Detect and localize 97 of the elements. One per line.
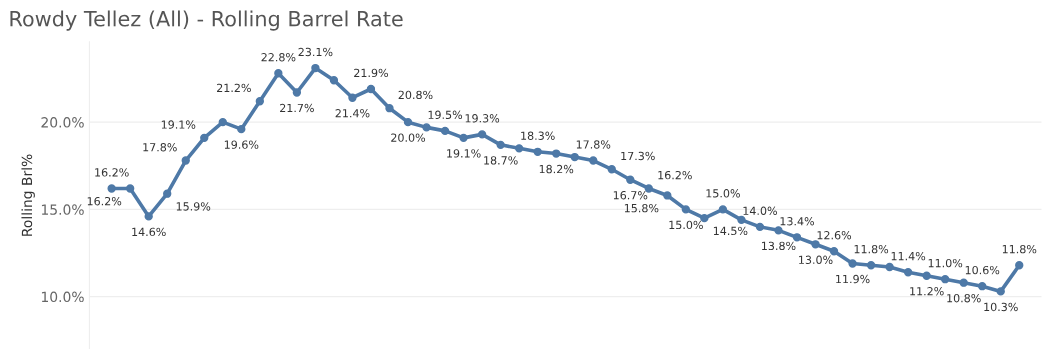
point: [496, 140, 505, 150]
data-label: 15.8%: [624, 203, 659, 213]
data-label: 11.8%: [854, 244, 889, 254]
point: [792, 233, 802, 242]
data-label: 11.2%: [910, 287, 944, 296]
data-label: 14.5%: [713, 226, 748, 236]
point: [755, 222, 765, 232]
point: [163, 189, 172, 198]
point: [477, 130, 487, 139]
data-label: 16.2%: [95, 168, 129, 177]
point: [866, 261, 876, 270]
point: [144, 212, 153, 221]
point: [1015, 261, 1024, 270]
point: [811, 240, 820, 249]
data-label: 20.0%: [391, 133, 426, 142]
point: [607, 165, 616, 174]
data-label: 18.2%: [539, 164, 574, 174]
data-label: 21.4%: [335, 109, 370, 118]
point: [978, 282, 987, 291]
data-label: 14.6%: [132, 227, 166, 237]
point: [903, 268, 913, 277]
data-label: 19.5%: [428, 110, 463, 119]
y-axis-title: Rolling Brl%: [21, 154, 35, 236]
point: [996, 287, 1005, 296]
point: [422, 123, 431, 132]
y-tick-label: 20.0%: [41, 117, 84, 128]
point: [459, 133, 468, 143]
data-label: 11.4%: [891, 251, 926, 261]
point: [644, 184, 653, 193]
point: [922, 271, 931, 280]
point: [514, 144, 524, 153]
data-label: 15.9%: [176, 202, 211, 211]
point: [311, 63, 320, 73]
point: [533, 147, 542, 156]
data-label: 10.3%: [984, 302, 1018, 312]
data-label: 11.8%: [1002, 244, 1037, 254]
point: [589, 156, 598, 165]
data-label: 21.2%: [217, 83, 251, 93]
point: [885, 262, 894, 272]
data-label: 13.8%: [762, 241, 796, 251]
point: [107, 184, 116, 193]
point: [552, 149, 561, 158]
y-tick-label: 10.0%: [41, 291, 84, 303]
data-label: 19.1%: [447, 149, 481, 158]
point: [274, 69, 283, 78]
point: [940, 275, 950, 284]
data-label: 12.6%: [817, 231, 852, 240]
data-label: 18.3%: [521, 131, 555, 140]
data-label: 23.1%: [298, 47, 333, 57]
data-label: 17.8%: [576, 140, 611, 149]
point: [348, 93, 357, 102]
point: [440, 126, 450, 136]
data-label: 22.8%: [261, 53, 296, 62]
point: [292, 88, 302, 97]
data-label: 11.0%: [928, 258, 963, 268]
point: [681, 205, 691, 214]
data-label: 19.1%: [161, 120, 196, 129]
point: [218, 117, 227, 127]
data-label: 10.6%: [965, 265, 1000, 275]
point: [255, 97, 264, 106]
point: [366, 84, 376, 94]
point: [774, 226, 783, 235]
data-label: 18.7%: [484, 156, 518, 165]
data-label: 17.3%: [621, 151, 655, 161]
y-tick-label: 15.0%: [41, 204, 84, 215]
data-label: 14.0%: [743, 206, 777, 215]
point: [329, 76, 339, 85]
point: [663, 191, 672, 200]
point: [403, 117, 413, 127]
data-label: 21.9%: [354, 68, 388, 78]
data-label: 16.7%: [613, 191, 648, 200]
data-label: 19.3%: [465, 114, 500, 123]
point: [848, 259, 857, 268]
point: [570, 152, 579, 162]
point: [385, 104, 394, 113]
data-label: 13.0%: [799, 255, 833, 265]
data-label: 10.8%: [947, 294, 981, 303]
point: [200, 133, 209, 143]
data-label: 21.7%: [280, 103, 314, 113]
point: [718, 205, 728, 214]
chart-title: Rowdy Tellez (All) - Rolling Barrel Rate: [10, 10, 403, 31]
data-label: 15.0%: [706, 189, 740, 198]
data-label: 16.2%: [87, 196, 122, 206]
point: [181, 156, 190, 165]
data-label: 20.8%: [398, 90, 433, 100]
data-label: 13.4%: [780, 217, 815, 226]
point: [959, 278, 968, 287]
data-label: 17.8%: [143, 143, 177, 152]
data-label: 15.0%: [669, 220, 703, 230]
point: [626, 175, 635, 184]
point: [737, 215, 746, 225]
point: [126, 184, 135, 193]
point: [829, 247, 839, 256]
data-label: 16.2%: [658, 170, 692, 180]
point: [237, 124, 246, 134]
data-label: 19.6%: [224, 140, 259, 149]
data-label: 11.9%: [836, 274, 870, 284]
